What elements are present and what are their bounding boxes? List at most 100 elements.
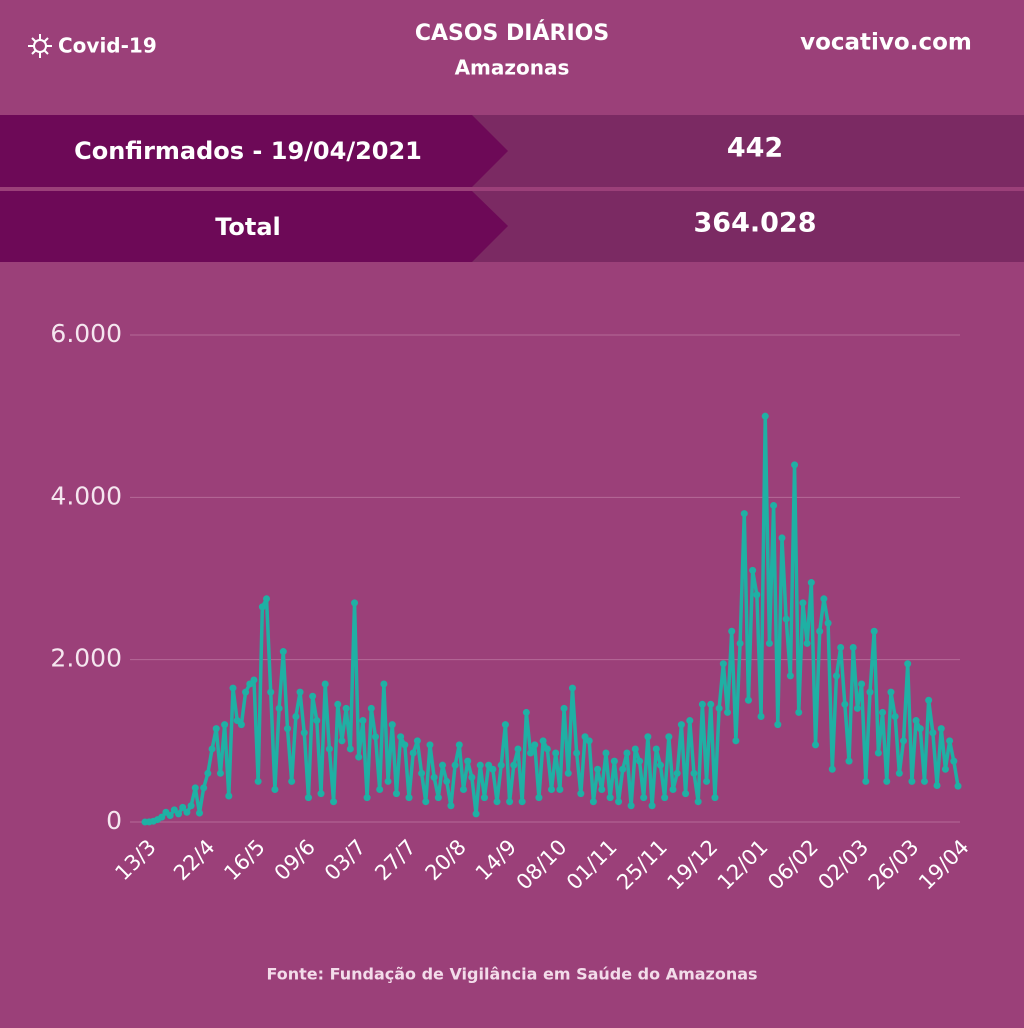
data-point [388, 721, 396, 729]
data-point [669, 786, 677, 794]
data-point [816, 627, 824, 635]
data-point [380, 680, 388, 688]
data-point [283, 725, 291, 733]
data-point [434, 794, 442, 802]
data-point [598, 786, 606, 794]
data-point [237, 721, 245, 729]
data-point [359, 717, 367, 725]
data-point [254, 777, 262, 785]
data-point [489, 765, 497, 773]
data-point [204, 769, 212, 777]
row-label: Confirmados - 19/04/2021 [74, 137, 422, 165]
data-point [686, 717, 694, 725]
data-point [757, 712, 765, 720]
data-point [937, 725, 945, 733]
data-point [443, 777, 451, 785]
value-cell [470, 115, 1024, 187]
data-point [216, 769, 224, 777]
data-point [841, 700, 849, 708]
data-point [258, 603, 266, 611]
data-point [464, 757, 472, 765]
data-point [920, 777, 928, 785]
data-point [904, 660, 912, 668]
data-point [346, 745, 354, 753]
data-point [862, 777, 870, 785]
data-point [690, 769, 698, 777]
data-point [539, 737, 547, 745]
data-point [858, 680, 866, 688]
data-point [221, 721, 229, 729]
data-point [363, 794, 371, 802]
data-point [175, 810, 183, 818]
data-point [887, 688, 895, 696]
data-point [288, 777, 296, 785]
data-point [564, 769, 572, 777]
title: CASOS DIÁRIOS [415, 20, 609, 46]
y-tick-label: 0 [106, 806, 122, 835]
data-point [619, 765, 627, 773]
data-point [430, 773, 438, 781]
data-point [589, 798, 597, 806]
data-point [812, 741, 820, 749]
data-point [447, 802, 455, 810]
data-point [418, 769, 426, 777]
data-point [510, 761, 518, 769]
data-point [426, 741, 434, 749]
data-point [568, 684, 576, 692]
y-tick-label: 4.000 [50, 481, 122, 510]
data-point [648, 802, 656, 810]
data-point [292, 712, 300, 720]
data-point [724, 708, 732, 716]
data-point [807, 579, 815, 587]
data-point [371, 733, 379, 741]
data-point [518, 798, 526, 806]
data-point [828, 765, 836, 773]
data-point [439, 761, 447, 769]
data-point [263, 595, 271, 603]
y-tick-label: 2.000 [50, 644, 122, 673]
data-point [413, 737, 421, 745]
data-point [271, 786, 279, 794]
source: Fonte: Fundação de Vigilância em Saúde d… [266, 965, 757, 984]
data-point [556, 786, 564, 794]
data-point [770, 501, 778, 509]
data-point [242, 688, 250, 696]
data-point [325, 745, 333, 753]
data-point [786, 672, 794, 680]
data-point [946, 737, 954, 745]
data-point [698, 700, 706, 708]
data-point [837, 643, 845, 651]
data-point [338, 737, 346, 745]
data-point [832, 672, 840, 680]
data-point [879, 708, 887, 716]
subtitle: Amazonas [455, 56, 570, 80]
data-point [342, 704, 350, 712]
data-point [707, 700, 715, 708]
data-point [883, 777, 891, 785]
data-point [200, 784, 208, 792]
data-point [677, 721, 685, 729]
data-point [774, 721, 782, 729]
data-point [929, 729, 937, 737]
data-point [543, 745, 551, 753]
data-point [229, 684, 237, 692]
data-point [506, 798, 514, 806]
data-point [799, 599, 807, 607]
data-point [158, 813, 166, 821]
data-point [703, 777, 711, 785]
data-point [719, 660, 727, 668]
data-point [765, 639, 773, 647]
data-point [451, 761, 459, 769]
data-point [610, 757, 618, 765]
data-point [183, 808, 191, 816]
data-point [472, 810, 480, 818]
data-point [552, 749, 560, 757]
data-point [573, 749, 581, 757]
data-point [367, 704, 375, 712]
data-point [493, 798, 501, 806]
data-point [459, 786, 467, 794]
data-point [392, 790, 400, 798]
data-point [694, 798, 702, 806]
data-point [401, 741, 409, 749]
data-point [606, 794, 614, 802]
